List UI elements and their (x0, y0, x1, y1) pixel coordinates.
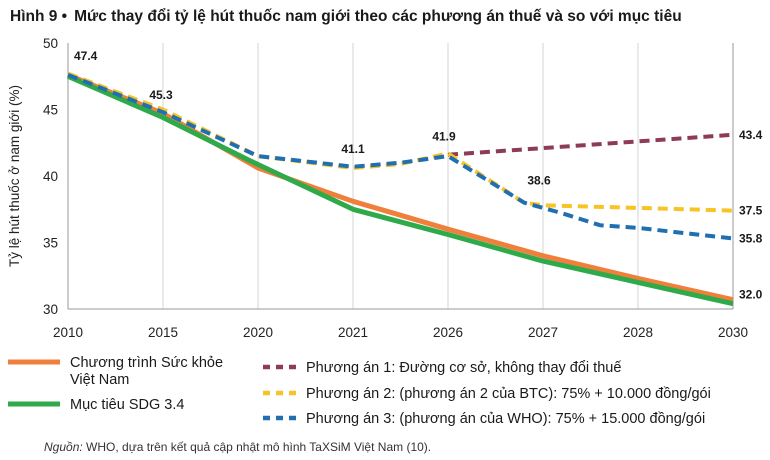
series-line-2 (67, 74, 734, 307)
figure-title: Mức thay đổi tỷ lệ hút thuốc nam giới th… (74, 8, 682, 25)
x-tick-label: 2010 (53, 325, 83, 340)
legend-label: Mục tiêu SDG 3.4 (70, 397, 184, 413)
data-label: 47.4 (74, 49, 98, 63)
legend-item-2: Mục tiêu SDG 3.4 (8, 397, 184, 413)
legend-label: Phương án 1: Đường cơ sở, không thay đổi… (306, 360, 621, 376)
data-labels: 47.4 45.3 41.1 41.9 38.6 43.4 37.5 35.8 32.0 (74, 49, 763, 302)
x-tick-label: 2027 (528, 325, 558, 340)
x-tick-label: 2026 (433, 325, 463, 340)
y-tick-label: 30 (43, 302, 58, 317)
legend-item-3: Phương án 1: Đường cơ sở, không thay đổi… (263, 360, 621, 376)
y-tick-label: 50 (43, 36, 58, 51)
legend-label: Việt Nam (70, 372, 129, 388)
data-label: 32.0 (739, 288, 763, 302)
legend-label: Phương án 2: (phương án 2 của BTC): 75% … (306, 386, 711, 402)
source-text: WHO, dựa trên kết quả cập nhật mô hình T… (82, 440, 432, 454)
y-axis-title: Tỷ lệ hút thuốc ở nam giới (%) (7, 85, 22, 267)
data-label: 41.9 (432, 130, 456, 144)
gridlines (162, 43, 639, 309)
figure-number: Hình 9 • (10, 8, 67, 25)
data-label: 41.1 (341, 142, 365, 156)
series-lines (67, 71, 734, 307)
x-tick-label: 2021 (338, 325, 368, 340)
data-label: 35.8 (739, 232, 763, 246)
y-tick-label: 40 (43, 169, 58, 184)
figure-title-line: Hình 9 • Mức thay đổi tỷ lệ hút thuốc nam… (10, 8, 682, 25)
source-note: Nguồn: WHO, dựa trên kết quả cập nhật mô… (44, 440, 431, 454)
x-tick-label: 2015 (148, 325, 178, 340)
series-line-1 (67, 72, 734, 303)
series-line-5 (67, 73, 734, 241)
data-label: 38.6 (527, 173, 551, 187)
legend-item-5: Phương án 3: (phương án của WHO): 75% + … (263, 411, 705, 427)
axes: 2010 2015 2020 2021 2026 2027 2028 2030 30 35 40 45… (7, 36, 748, 340)
legend-label: Chương trình Sức khỏe (70, 355, 223, 371)
legend-label: Phương án 3: (phương án của WHO): 75% + … (306, 411, 705, 427)
data-label: 45.3 (149, 88, 173, 102)
series-line-3 (447, 132, 734, 157)
x-tick-label: 2020 (243, 325, 273, 340)
x-tick-label: 2028 (623, 325, 653, 340)
legend-item-4: Phương án 2: (phương án 2 của BTC): 75% … (263, 386, 711, 402)
y-tick-label: 35 (43, 236, 58, 251)
data-label: 43.4 (739, 128, 763, 142)
y-tick-label: 45 (43, 103, 58, 118)
source-label: Nguồn: (44, 440, 83, 454)
x-tick-label: 2030 (718, 325, 748, 340)
data-label: 37.5 (739, 204, 763, 218)
